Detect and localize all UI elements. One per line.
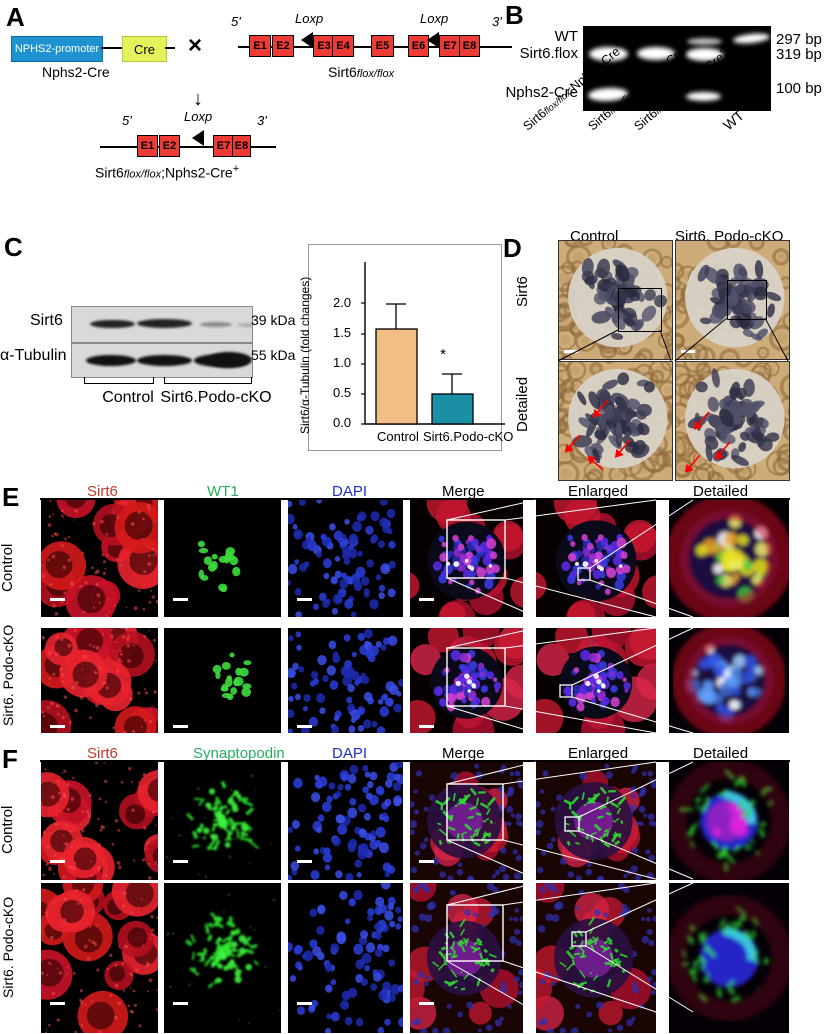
svg-text:*: * [440, 346, 446, 363]
